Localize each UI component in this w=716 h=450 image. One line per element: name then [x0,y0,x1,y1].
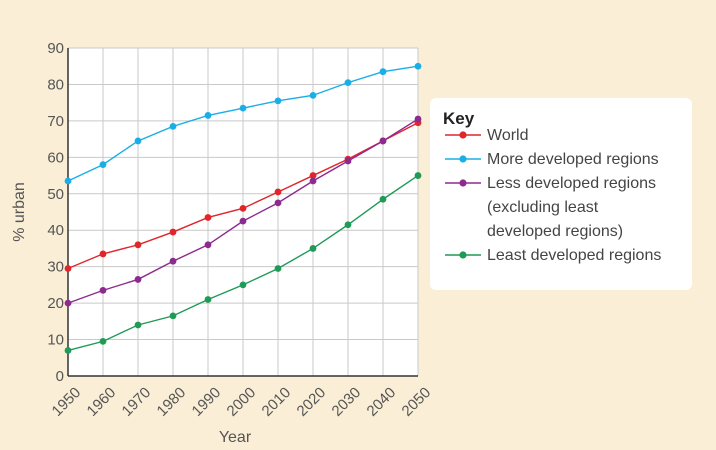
data-point [99,250,107,258]
data-point [64,177,72,185]
x-tick-labels: 1950 1960 1970 1980 1990 2000 2010 2020 2030 2040… [49,384,435,420]
y-tick-label: 90 [47,40,64,57]
y-tick-label: 80 [47,76,64,93]
data-point [239,104,247,112]
legend-label: World [487,127,529,144]
data-point [379,195,387,203]
y-tick-label: 0 [56,368,64,385]
y-tick-label: 30 [47,259,64,276]
data-point [379,137,387,145]
legend-box [430,98,692,290]
data-point [274,265,282,272]
data-point [414,115,422,123]
legend-label: Least developed regions [487,247,661,264]
data-point [274,199,282,207]
series-group [64,62,422,354]
legend-label: More developed regions [487,151,659,168]
legend-swatch-marker [459,251,467,259]
legend-items: World More developed regions Less develope… [445,127,661,264]
data-point [99,337,107,345]
x-axis-title: Year [219,429,252,446]
y-tick-label: 40 [47,222,64,239]
data-point [309,172,317,179]
data-point [134,276,142,283]
x-tick-label: 1980 [154,384,190,420]
x-tick-label: 1970 [119,384,155,420]
data-point [64,299,72,307]
data-point [309,91,317,99]
data-point [169,257,177,265]
y-tick-labels: 0 10 20 30 40 50 60 70 80 90 [47,40,64,385]
data-point [134,321,142,329]
x-tick-label: 2020 [294,384,330,420]
data-point [239,204,247,212]
y-axis-title: % urban [11,182,28,242]
x-tick-label: 2050 [399,384,435,420]
data-point [414,62,422,70]
data-point [169,122,177,130]
data-point [134,137,142,145]
legend: Key World More developed regions Less deve… [430,98,692,290]
data-point [379,68,387,76]
x-tick-label: 2040 [364,384,400,420]
data-point [274,97,282,105]
data-point [204,241,212,249]
y-tick-label: 50 [47,186,64,203]
y-tick-label: 70 [47,113,64,130]
data-point [309,177,317,185]
y-tick-label: 60 [47,149,64,166]
data-point [414,172,422,179]
y-tick-label: 10 [47,332,64,349]
data-point [274,188,282,196]
x-tick-label: 2030 [329,384,365,420]
legend-swatch-marker [459,155,467,163]
x-tick-label: 2000 [224,384,260,420]
data-point [169,312,177,320]
legend-swatch-marker [459,179,467,187]
data-point [134,241,142,249]
legend-label: developed regions) [487,223,623,240]
data-point [64,347,72,354]
data-point [64,265,72,272]
legend-label: Less developed regions [487,175,656,192]
legend-title: Key [443,109,475,128]
data-point [344,79,352,87]
y-tick-label: 20 [47,295,64,312]
data-point [344,157,352,165]
data-point [309,245,317,252]
data-point [99,286,107,294]
data-point [204,112,212,119]
data-point [239,281,247,289]
x-tick-label: 2010 [259,384,295,420]
grid-lines [68,47,419,376]
legend-label: (excluding least [487,199,599,216]
data-point [204,296,212,303]
data-point [99,161,107,169]
data-point [239,217,247,225]
x-tick-label: 1950 [49,384,85,420]
x-tick-label: 1990 [189,384,225,420]
legend-swatch-marker [459,131,467,139]
x-tick-label: 1960 [84,384,120,420]
data-point [204,214,212,221]
data-point [169,228,177,236]
data-point [344,221,352,229]
